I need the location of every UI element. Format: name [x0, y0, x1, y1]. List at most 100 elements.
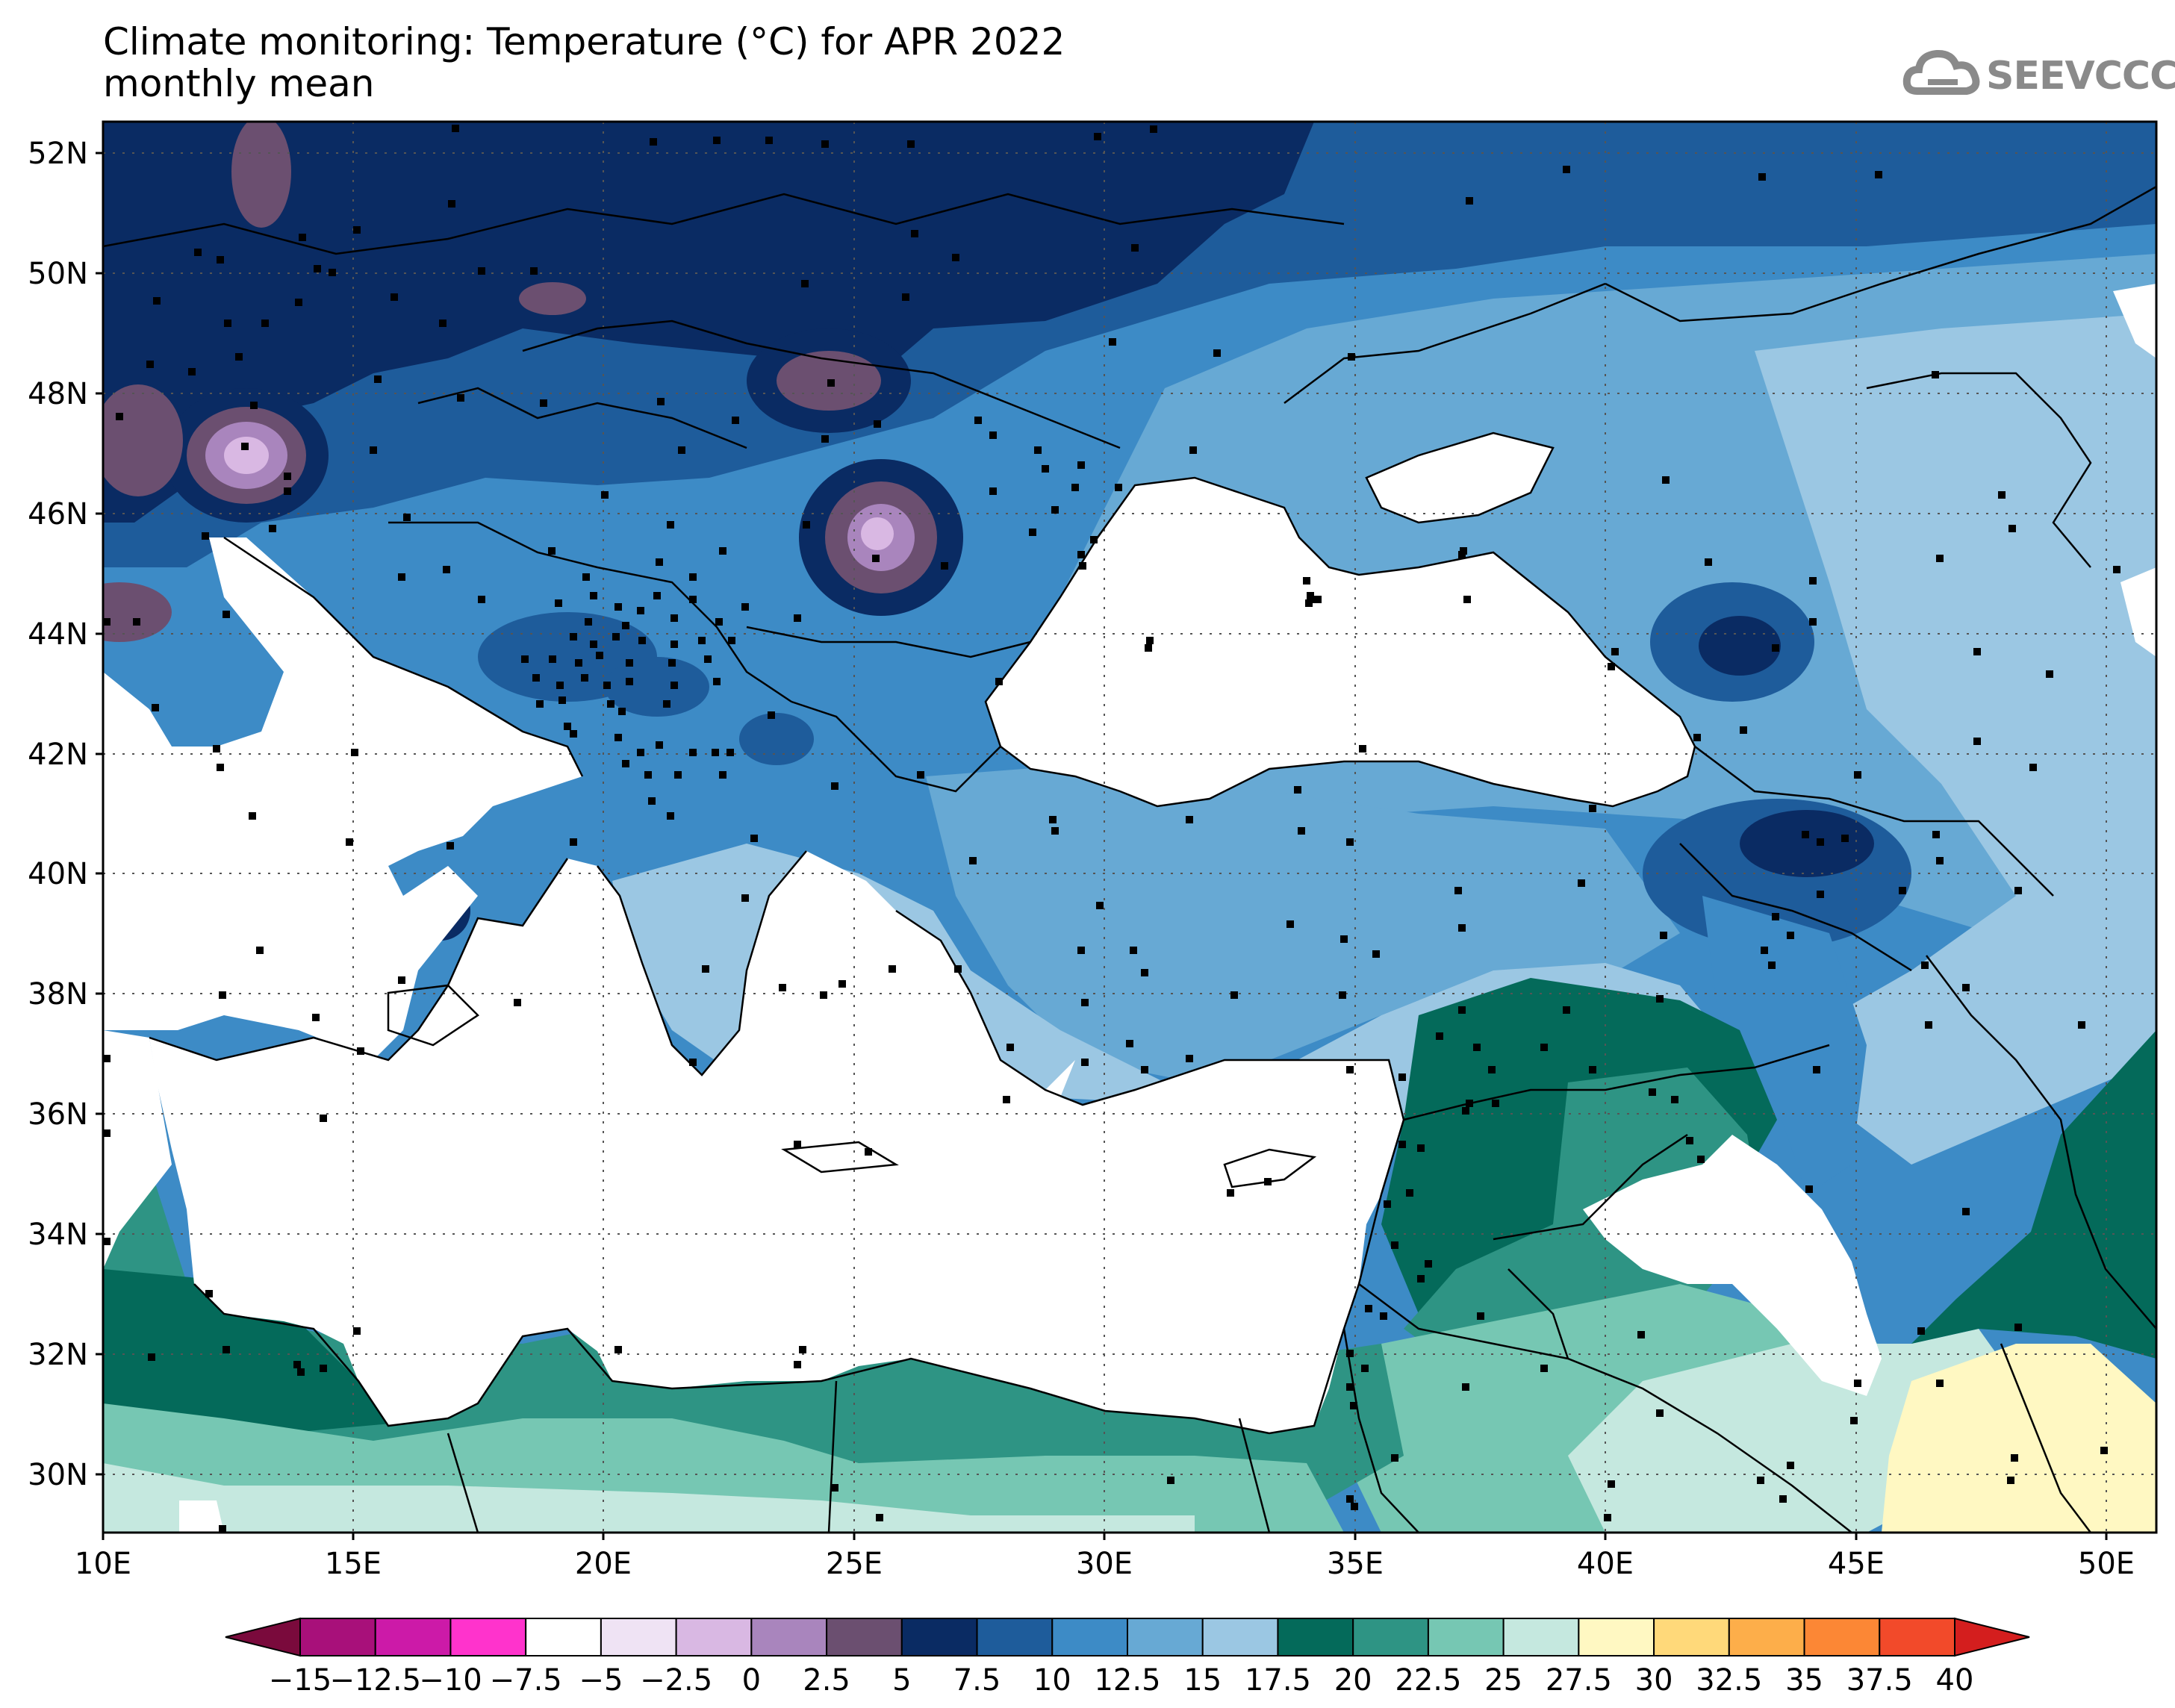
- colorbar-label: 5: [892, 1663, 911, 1698]
- colorbar-swatch: [1879, 1618, 1955, 1656]
- colorbar-swatch: [1803, 1618, 1881, 1656]
- field-balkan-cold: [605, 657, 709, 717]
- colorbar-swatch: [1728, 1618, 1805, 1656]
- colorbar-swatch: [525, 1618, 602, 1656]
- y-tick-label: 32N: [28, 1338, 88, 1372]
- title-line-2: monthly mean: [103, 62, 375, 105]
- colorbar-swatch: [449, 1618, 527, 1656]
- x-tick-label: 40E: [1577, 1547, 1634, 1581]
- y-tick-label: 30N: [28, 1458, 88, 1492]
- field-tatra-cold: [519, 282, 586, 315]
- colorbar-label: 15: [1183, 1663, 1222, 1698]
- colorbar-label: 12.5: [1094, 1663, 1160, 1698]
- y-tick-label: 40N: [28, 857, 88, 891]
- field-27-5-30-africa: [103, 1463, 1195, 1533]
- colorbar-swatch: [1427, 1618, 1505, 1656]
- field-5-7-5-north: [103, 122, 1314, 523]
- colorbar-label: 20: [1334, 1663, 1372, 1698]
- field-kazbek-core: [1699, 616, 1781, 676]
- colorbar: −15−12.5−10 −7.5 −5 −2.5 0 2.5 5 7.5 10 12.5 15 17.…: [225, 1617, 2030, 1698]
- caspian-sea-edge: [2113, 284, 2156, 358]
- colorbar-label: 2.5: [803, 1663, 850, 1698]
- title-line-1: Climate monitoring: Temperature (°C) for…: [103, 20, 1065, 63]
- colorbar-label: 32.5: [1696, 1663, 1762, 1698]
- field-30-32-5-gulf: [1882, 1344, 2156, 1533]
- colorbar-swatch: [750, 1618, 828, 1656]
- y-tick-label: 34N: [28, 1218, 88, 1252]
- x-tick-label: 50E: [2078, 1547, 2135, 1581]
- colorbar-label: 30: [1635, 1663, 1673, 1698]
- station-markers: [103, 125, 2120, 1533]
- colorbar-max-triangle: [1954, 1617, 2030, 1657]
- field-western-alps: [103, 384, 183, 496]
- colorbar-swatch: [299, 1618, 376, 1656]
- colorbar-label: 35: [1785, 1663, 1823, 1698]
- field-carpathian-s-core: [861, 517, 894, 550]
- y-tick-label: 36N: [28, 1097, 88, 1132]
- y-tick-label: 50N: [28, 257, 88, 291]
- x-tick-label: 25E: [826, 1547, 883, 1581]
- x-tick-label: 10E: [75, 1547, 131, 1581]
- field-15-17-5-anatolia: [926, 761, 1680, 1082]
- colorbar-label: 22.5: [1395, 1663, 1461, 1698]
- y-tick-label: 52N: [28, 137, 88, 171]
- colorbar-swatch: [1127, 1618, 1204, 1656]
- black-sea: [986, 478, 1695, 806]
- field-harz-cold: [231, 122, 291, 228]
- colorbar-label: −7.5: [490, 1663, 562, 1698]
- map-title: Climate monitoring: Temperature (°C) for…: [103, 21, 1065, 105]
- x-tick-label: 30E: [1076, 1547, 1133, 1581]
- map-plot-area: [103, 122, 2156, 1533]
- colorbar-swatch: [600, 1618, 677, 1656]
- ionian-med-sea: [103, 1030, 172, 1269]
- field-20-22-5-iran: [1911, 1030, 2156, 1359]
- colorbar-label: −5: [579, 1663, 623, 1698]
- x-tick-label: 45E: [1828, 1547, 1885, 1581]
- colorbar-swatch: [1502, 1618, 1580, 1656]
- colorbar-swatch: [1653, 1618, 1730, 1656]
- mediterranean-sea: [149, 851, 1404, 1433]
- colorbar-label: 40: [1936, 1663, 1974, 1698]
- field-rila-cold: [739, 713, 814, 765]
- colorbar-swatch: [1277, 1618, 1354, 1656]
- y-tick-label: 42N: [28, 738, 88, 772]
- logo-text: SEEVCCC: [1986, 54, 2175, 99]
- field-corsica-cold: [103, 582, 172, 642]
- colorbar-swatch: [900, 1618, 978, 1656]
- adriatic-tyrrhenian-sea: [103, 537, 582, 1060]
- caspian-south: [2120, 567, 2156, 657]
- cloud-icon: [1902, 49, 1980, 95]
- x-tick-label: 35E: [1327, 1547, 1384, 1581]
- axis-ticks: [96, 152, 2108, 1540]
- colorbar-label: 17.5: [1245, 1663, 1311, 1698]
- y-tick-label: 38N: [28, 977, 88, 1012]
- colorbar-label: 37.5: [1846, 1663, 1913, 1698]
- map-frame: [102, 120, 2158, 1534]
- x-tick-label: 20E: [575, 1547, 632, 1581]
- north-africa-gap: [179, 1500, 224, 1533]
- colorbar-label: 0: [742, 1663, 761, 1698]
- colorbar-swatch: [1051, 1618, 1128, 1656]
- syrian-desert-mask: [1583, 1135, 1882, 1396]
- colorbar-swatch: [675, 1618, 753, 1656]
- colorbar-swatch: [1352, 1618, 1429, 1656]
- field-zagros: [1702, 896, 1867, 1194]
- colorbar-label: 27.5: [1546, 1663, 1612, 1698]
- field-caucasus-core: [1740, 810, 1874, 877]
- colorbar-label: 10: [1033, 1663, 1071, 1698]
- x-tick-label: 15E: [325, 1547, 382, 1581]
- colorbar-label: 25: [1484, 1663, 1522, 1698]
- x-tick-labels: 10E 15E 20E 25E 30E 35E 40E 45E 50E: [75, 1547, 2135, 1581]
- colorbar-label: −12.5: [329, 1663, 421, 1698]
- colorbar-label: −2.5: [640, 1663, 712, 1698]
- seevccc-logo: SEEVCCC: [1902, 45, 2175, 105]
- coastlines-borders: [103, 185, 2156, 1533]
- azov-sea: [1366, 433, 1553, 523]
- colorbar-swatch: [1578, 1618, 1655, 1656]
- field-20-22-5-africa: [103, 1269, 448, 1456]
- y-tick-label: 48N: [28, 377, 88, 411]
- y-tick-label: 46N: [28, 497, 88, 532]
- colorbar-min-triangle: [225, 1617, 301, 1657]
- colorbar-label: −10: [419, 1663, 482, 1698]
